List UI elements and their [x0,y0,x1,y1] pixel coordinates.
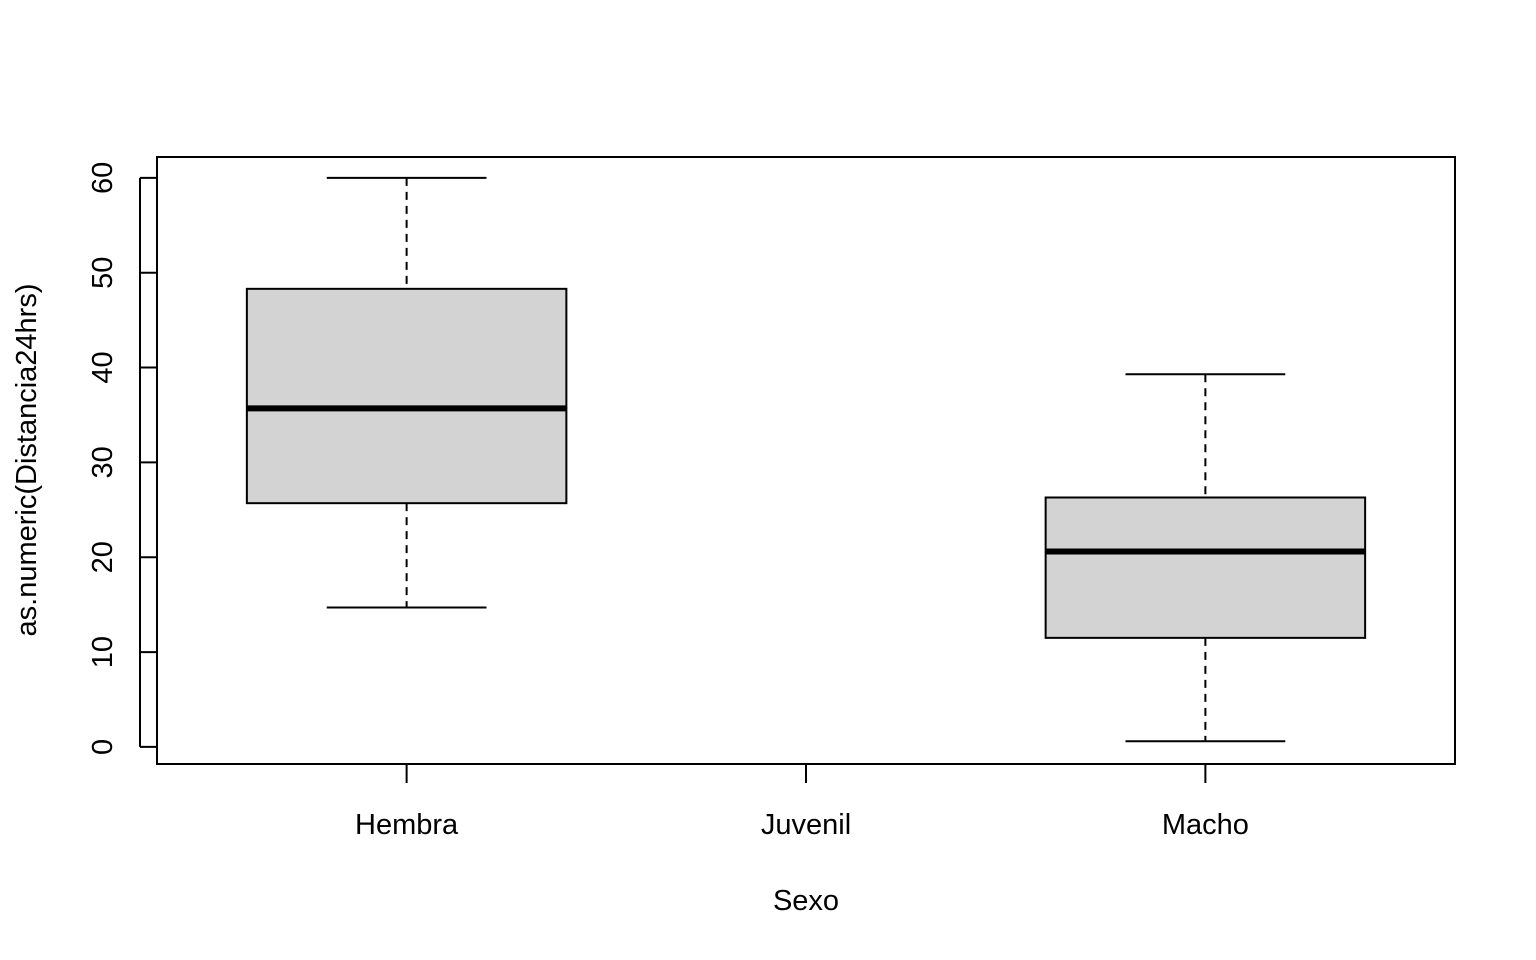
iqr-box [1044,496,1367,639]
y-tick-label: 0 [87,739,119,755]
iqr-box [245,287,568,505]
x-tick-label: Macho [1162,809,1249,841]
box-macho [1044,373,1367,743]
box-series [245,176,1367,743]
x-tick-label: Hembra [355,809,459,841]
box-hembra [245,176,568,609]
x-axis: Hembra Juvenil Macho [355,763,1249,841]
y-tick-label: 30 [87,446,119,478]
y-axis: 0 10 20 30 40 50 60 [87,162,157,755]
y-tick-label: 50 [87,257,119,289]
y-tick-label: 40 [87,351,119,383]
y-tick-label: 10 [87,636,119,668]
y-tick-label: 60 [87,162,119,194]
y-axis-title: as.numeric(Distancia24hrs) [11,284,43,637]
x-axis-title: Sexo [773,885,839,917]
x-tick-label: Juvenil [761,809,851,841]
y-tick-label: 20 [87,541,119,573]
